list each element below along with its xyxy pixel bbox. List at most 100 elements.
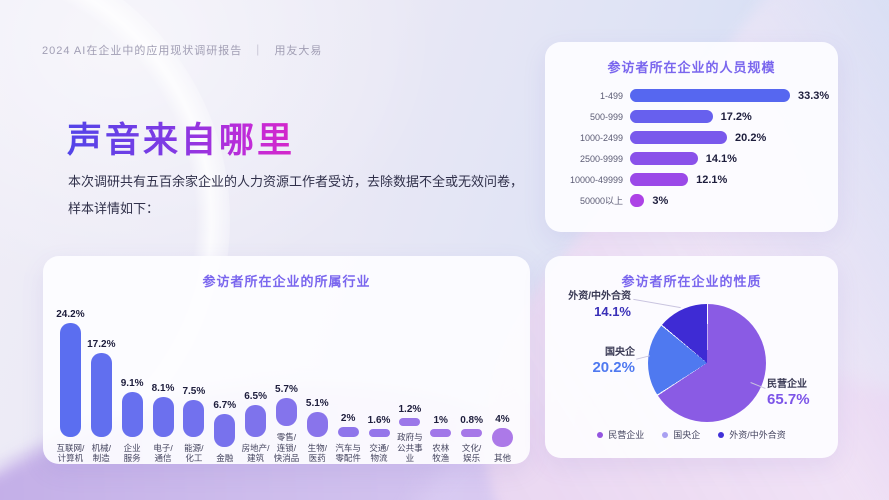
- category-label: 农林 牧渔: [432, 442, 450, 464]
- bar: [630, 152, 698, 165]
- bar-stack: 1.2%: [398, 298, 421, 426]
- category-label: 交通/ 物流: [369, 442, 389, 464]
- bar: [461, 428, 483, 437]
- bar: [630, 89, 790, 102]
- chart-row: 10000-49999 12.1%: [559, 173, 824, 186]
- category-label: 政府与 公共事业: [397, 432, 423, 463]
- legend-label: 外资/中外合资: [729, 430, 786, 440]
- chart-column: 17.2% 机械/ 制造: [86, 309, 117, 464]
- bar-value-label: 1.6%: [367, 414, 391, 426]
- report-title: 2024 AI在企业中的应用现状调研报告: [42, 45, 243, 57]
- category-label: 文化/ 娱乐: [461, 442, 482, 464]
- bar: [214, 414, 236, 447]
- chart-column: 8.1% 电子/ 通信: [148, 309, 179, 464]
- bar: [152, 397, 174, 437]
- company-size-rows: 1-499 33.3% 500-999 17.2% 1000-2499 20.2% 2500…: [559, 89, 829, 207]
- bar-stack: 5.1%: [306, 309, 329, 437]
- category-label: 1000-2499: [579, 132, 623, 143]
- category-label: 10000-49999: [569, 174, 623, 185]
- chart-row: 50000以上 3%: [559, 194, 824, 207]
- industry-card: 参访者所在企业的所属行业 24.2% 互联网/ 计算机 17.2% 机械/ 制造 9.1…: [43, 256, 530, 464]
- pie-callout-private: 民营企业 65.7%: [767, 378, 837, 409]
- bar-stack: 7.5%: [182, 309, 205, 437]
- callout-value: 20.2%: [592, 359, 635, 376]
- pie-callout-state: 国央企 20.2%: [565, 346, 635, 377]
- chart-row: 500-999 17.2%: [559, 110, 824, 123]
- category-label: 能源/ 化工: [184, 442, 204, 464]
- bar: [275, 398, 297, 426]
- bar-value-label: 8.1%: [151, 383, 175, 395]
- chart-column: 0.8% 文化/ 娱乐: [456, 309, 487, 464]
- bar-value-label: 3%: [652, 194, 669, 207]
- bar: [90, 352, 112, 437]
- bar-stack: 2%: [337, 309, 359, 437]
- category-label: 1-499: [599, 90, 623, 101]
- pie-chart: [648, 304, 766, 422]
- legend-item: 国央企: [662, 428, 700, 441]
- category-label: 其他: [493, 453, 511, 463]
- company-nature-card: 参访者所在企业的性质 外资/中外合资 14.1% 国央企 20.2% 民营企业 …: [545, 256, 838, 458]
- intro-line-1: 本次调研共有五百余家企业的人力资源工作者受访，去除数据不全或无效问卷，: [68, 174, 524, 189]
- industry-columns: 24.2% 互联网/ 计算机 17.2% 机械/ 制造 9.1% 企业 服务 8.1% 电子/…: [55, 298, 518, 464]
- intro-line-2: 样本详情如下：: [68, 201, 160, 216]
- pie-callout-foreign: 外资/中外合资 14.1%: [555, 290, 631, 321]
- bar-value-label: 7.5%: [182, 385, 206, 397]
- bar-value-label: 9.1%: [120, 378, 144, 390]
- bar: [630, 173, 689, 186]
- category-label: 金融: [216, 453, 234, 463]
- bar-stack: 24.2%: [56, 308, 85, 437]
- category-label: 互联网/ 计算机: [56, 442, 85, 464]
- bar-value-label: 24.2%: [56, 308, 85, 320]
- chart-column: 1.6% 交通/ 物流: [364, 309, 395, 464]
- bar-stack: 1.6%: [367, 309, 391, 437]
- page-title: 声音来自哪里: [67, 112, 295, 163]
- bar: [368, 428, 390, 437]
- legend-dot: [662, 431, 669, 438]
- brand-name: 用友大易: [274, 45, 323, 57]
- chart-column: 24.2% 互联网/ 计算机: [55, 309, 86, 464]
- callout-label: 民营企业: [767, 379, 807, 390]
- bar-value-label: 1.2%: [398, 404, 422, 415]
- bar-stack: 8.1%: [151, 309, 175, 437]
- legend-item: 民营企业: [597, 428, 644, 441]
- legend-item: 外资/中外合资: [718, 428, 786, 441]
- chart-column: 7.5% 能源/ 化工: [178, 309, 209, 464]
- category-label: 零售/ 连锁/ 快消品: [273, 432, 300, 463]
- chart-column: 4% 其他: [487, 319, 518, 464]
- category-label: 2500-9999: [579, 153, 623, 164]
- bar-stack: 0.8%: [460, 309, 483, 437]
- bar-stack: 6.5%: [244, 309, 267, 437]
- callout-line-foreign: [633, 298, 681, 309]
- chart-row: 1000-2499 20.2%: [559, 131, 824, 144]
- category-label: 生物/ 医药: [307, 442, 327, 464]
- bar-value-label: 5.7%: [275, 384, 298, 396]
- bar: [245, 404, 267, 437]
- callout-label: 国央企: [605, 347, 635, 358]
- bar-stack: 17.2%: [87, 309, 115, 437]
- chart-column: 6.5% 房地产/ 建筑: [240, 309, 271, 464]
- header-separator: ｜: [252, 45, 265, 57]
- slide-header: 2024 AI在企业中的应用现状调研报告 ｜ 用友大易: [42, 42, 328, 58]
- bar-value-label: 4%: [495, 413, 510, 425]
- intro-text: 本次调研共有五百余家企业的人力资源工作者受访，去除数据不全或无效问卷， 样本详情…: [68, 168, 523, 222]
- bar-stack: 1%: [430, 309, 452, 437]
- callout-label: 外资/中外合资: [568, 291, 631, 302]
- bar-stack: 6.7%: [213, 319, 236, 447]
- chart-column: 1.2% 政府与 公共事业: [394, 298, 425, 464]
- company-size-card: 参访者所在企业的人员规模 1-499 33.3% 500-999 17.2% 1000-…: [545, 42, 838, 232]
- legend-label: 国央企: [673, 430, 701, 440]
- bar-stack: 4%: [491, 319, 513, 447]
- legend-dot: [597, 431, 604, 438]
- chart-row: 1-499 33.3%: [559, 89, 829, 102]
- bar-value-label: 12.1%: [696, 173, 728, 186]
- bar: [430, 428, 452, 437]
- nature-chart-title: 参访者所在企业的性质: [621, 274, 762, 289]
- bar-value-label: 6.7%: [213, 400, 237, 412]
- bar-value-label: 33.3%: [798, 89, 830, 102]
- bar: [399, 418, 421, 426]
- bar-value-label: 6.5%: [244, 390, 267, 402]
- bar-value-label: 0.8%: [460, 414, 483, 426]
- bar: [337, 426, 359, 437]
- category-label: 汽车与 零配件: [335, 442, 361, 464]
